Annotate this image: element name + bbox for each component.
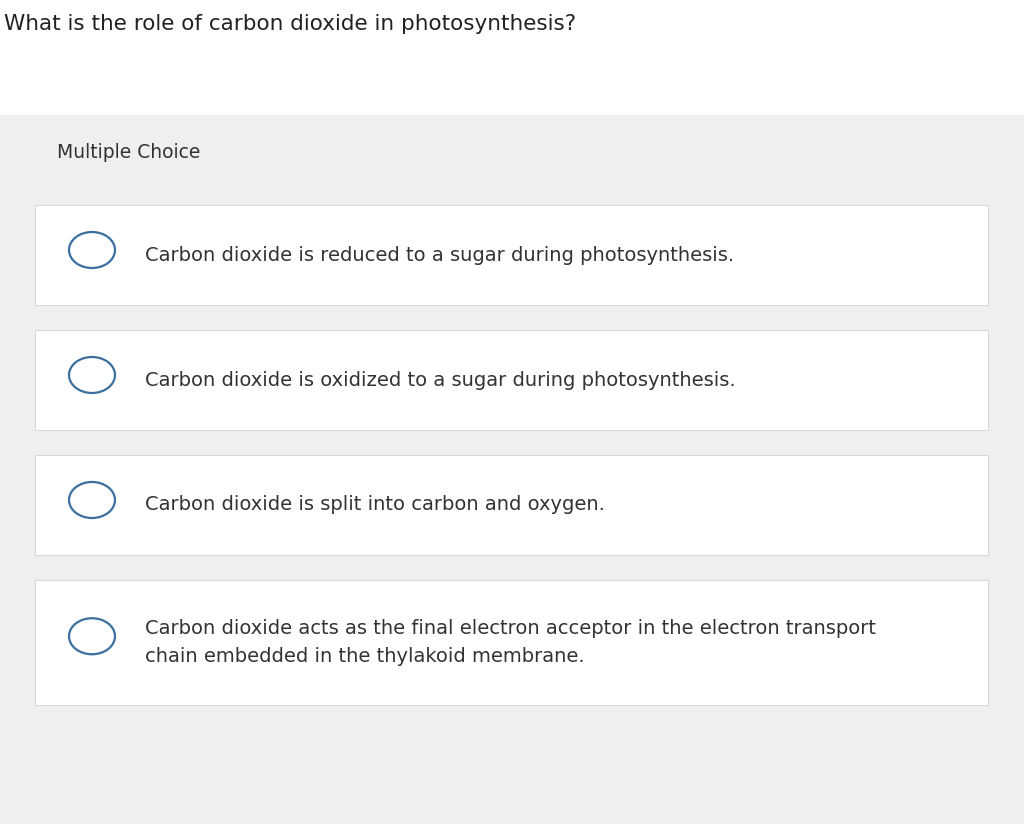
FancyBboxPatch shape (0, 0, 1024, 115)
Ellipse shape (69, 232, 115, 268)
Ellipse shape (69, 618, 115, 654)
FancyBboxPatch shape (35, 330, 988, 430)
Ellipse shape (69, 357, 115, 393)
Ellipse shape (69, 482, 115, 518)
FancyBboxPatch shape (35, 580, 988, 705)
Text: Multiple Choice: Multiple Choice (57, 143, 201, 162)
Text: Carbon dioxide is split into carbon and oxygen.: Carbon dioxide is split into carbon and … (145, 495, 605, 514)
FancyBboxPatch shape (35, 205, 988, 305)
FancyBboxPatch shape (0, 115, 1024, 824)
FancyBboxPatch shape (35, 455, 988, 555)
Text: What is the role of carbon dioxide in photosynthesis?: What is the role of carbon dioxide in ph… (4, 14, 577, 34)
Text: Carbon dioxide acts as the final electron acceptor in the electron transport
cha: Carbon dioxide acts as the final electro… (145, 619, 876, 666)
Text: Carbon dioxide is oxidized to a sugar during photosynthesis.: Carbon dioxide is oxidized to a sugar du… (145, 371, 735, 390)
Text: Carbon dioxide is reduced to a sugar during photosynthesis.: Carbon dioxide is reduced to a sugar dur… (145, 246, 734, 265)
